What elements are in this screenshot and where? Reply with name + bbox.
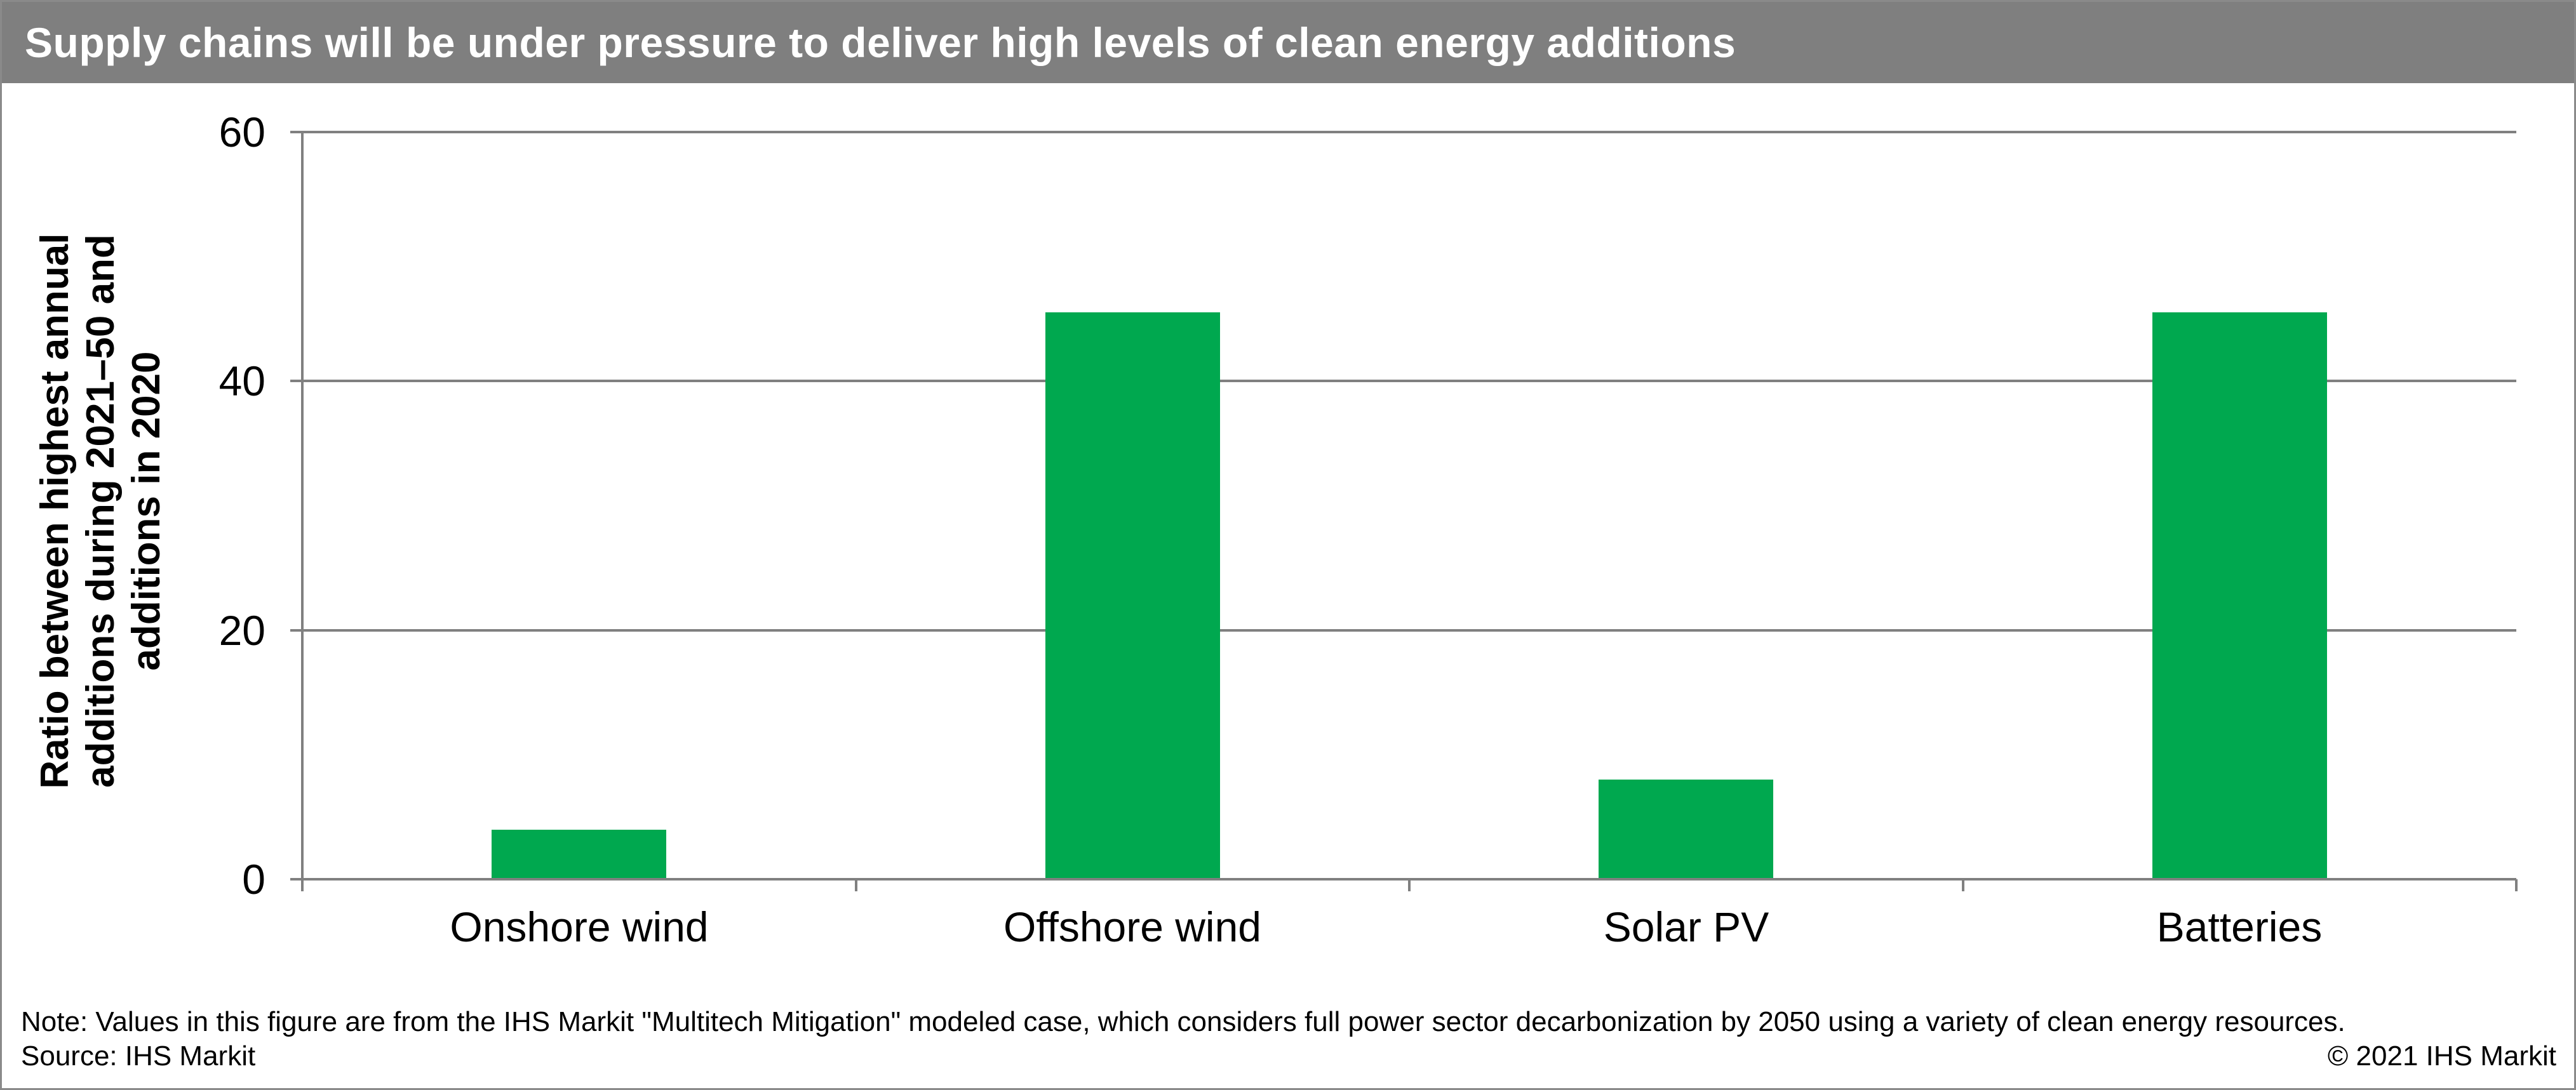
gridline <box>290 628 2516 632</box>
x-tick <box>855 879 857 891</box>
figure-title: Supply chains will be under pressure to … <box>25 19 1736 66</box>
x-tick <box>1962 879 1964 891</box>
y-axis-line <box>301 132 304 891</box>
x-category-label: Batteries <box>2156 903 2323 950</box>
gridline <box>290 131 2516 133</box>
title-bar: Supply chains will be under pressure to … <box>2 2 2574 83</box>
figure-note: Note: Values in this figure are from the… <box>21 1006 2345 1037</box>
y-tick-label: 40 <box>218 357 265 404</box>
y-tick-label: 20 <box>218 607 265 654</box>
x-category-label: Solar PV <box>1603 903 1769 950</box>
source-text: Source: IHS Markit <box>21 1040 256 1072</box>
y-tick-label: 60 <box>218 109 265 156</box>
figure-footer: Note: Values in this figure are from the… <box>21 1005 2556 1073</box>
copyright-text: © 2021 IHS Markit <box>2327 1040 2556 1072</box>
x-axis-line <box>290 878 2516 881</box>
x-tick <box>1408 879 1411 891</box>
x-tick <box>2515 879 2518 891</box>
y-tick-label: 0 <box>242 856 265 903</box>
bar <box>1045 312 1220 879</box>
bar <box>1599 780 1773 879</box>
gridline <box>290 380 2516 383</box>
bar <box>2152 312 2327 879</box>
bar <box>492 830 666 879</box>
x-category-label: Onshore wind <box>450 903 709 950</box>
x-category-label: Offshore wind <box>1003 903 1261 950</box>
